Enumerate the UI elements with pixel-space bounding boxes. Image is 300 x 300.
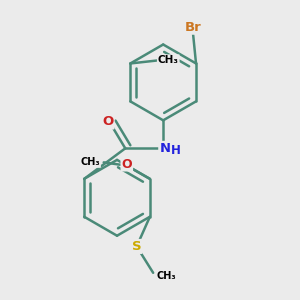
Text: O: O xyxy=(122,158,132,170)
Text: Br: Br xyxy=(184,21,201,34)
Text: CH₃: CH₃ xyxy=(158,55,179,65)
Text: O: O xyxy=(102,116,113,128)
Text: CH₃: CH₃ xyxy=(81,158,100,167)
Text: CH₃: CH₃ xyxy=(157,271,176,281)
Text: H: H xyxy=(171,143,181,157)
Text: N: N xyxy=(159,142,170,155)
Text: S: S xyxy=(132,240,142,253)
